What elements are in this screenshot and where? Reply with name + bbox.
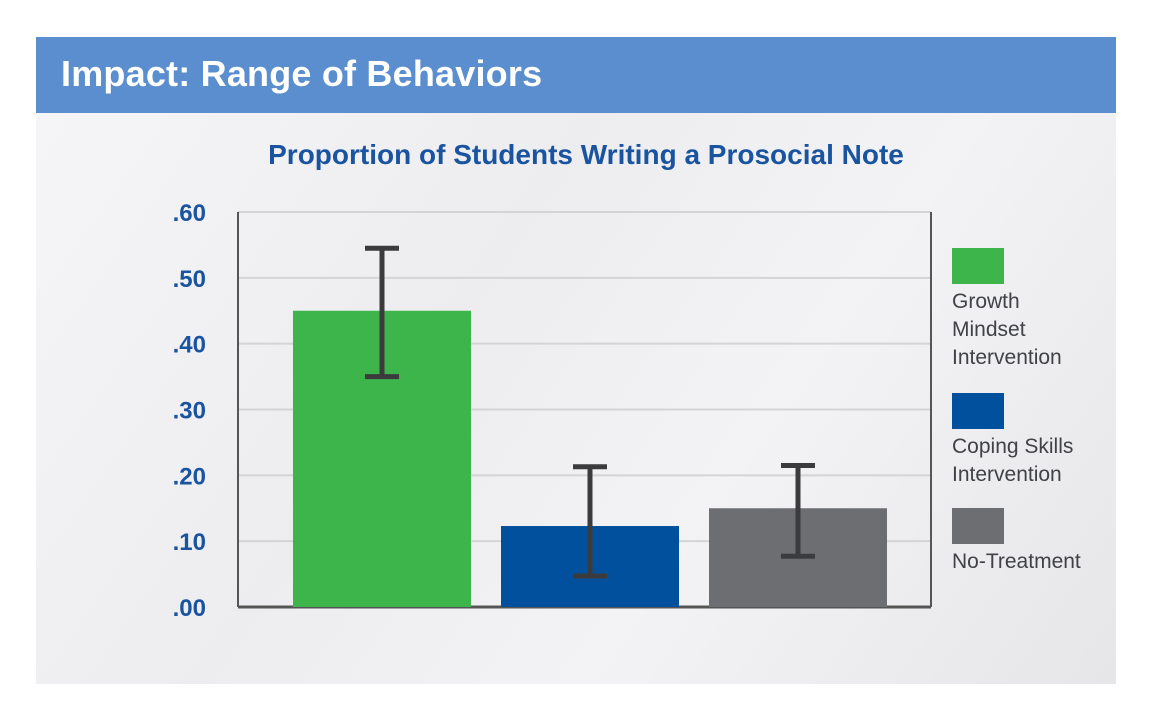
page-title: Impact: Range of Behaviors xyxy=(61,53,543,94)
y-tick-label: .20 xyxy=(173,463,206,490)
y-tick-label: .30 xyxy=(173,398,206,425)
header-bar: Impact: Range of Behaviors xyxy=(36,37,1116,113)
y-tick-label: .60 xyxy=(173,200,206,227)
legend-item-coping: Coping Skills Intervention xyxy=(952,393,1073,489)
legend-swatch-notreatment xyxy=(952,508,1004,544)
y-tick-label: .40 xyxy=(173,332,206,359)
y-tick-label: .50 xyxy=(173,266,206,293)
chart-card: Impact: Range of Behaviors Proportion of… xyxy=(36,37,1116,684)
legend-swatch-coping xyxy=(952,393,1004,429)
legend-item-growth: Growth Mindset Intervention xyxy=(952,248,1062,372)
legend-label-coping: Coping Skills Intervention xyxy=(952,435,1074,486)
legend-label-growth: Growth Mindset Intervention xyxy=(952,290,1062,369)
legend-swatch-growth xyxy=(952,248,1004,284)
legend-item-notreatment: No-Treatment xyxy=(952,508,1081,576)
chart-title: Proportion of Students Writing a Prosoci… xyxy=(268,139,904,170)
legend-label-notreatment: No-Treatment xyxy=(952,550,1081,573)
bar-chart: .00 .10 .20 .30 .40 .50 .60 xyxy=(173,200,932,622)
y-tick-label: .10 xyxy=(173,529,206,556)
y-tick-label: .00 xyxy=(173,595,206,622)
